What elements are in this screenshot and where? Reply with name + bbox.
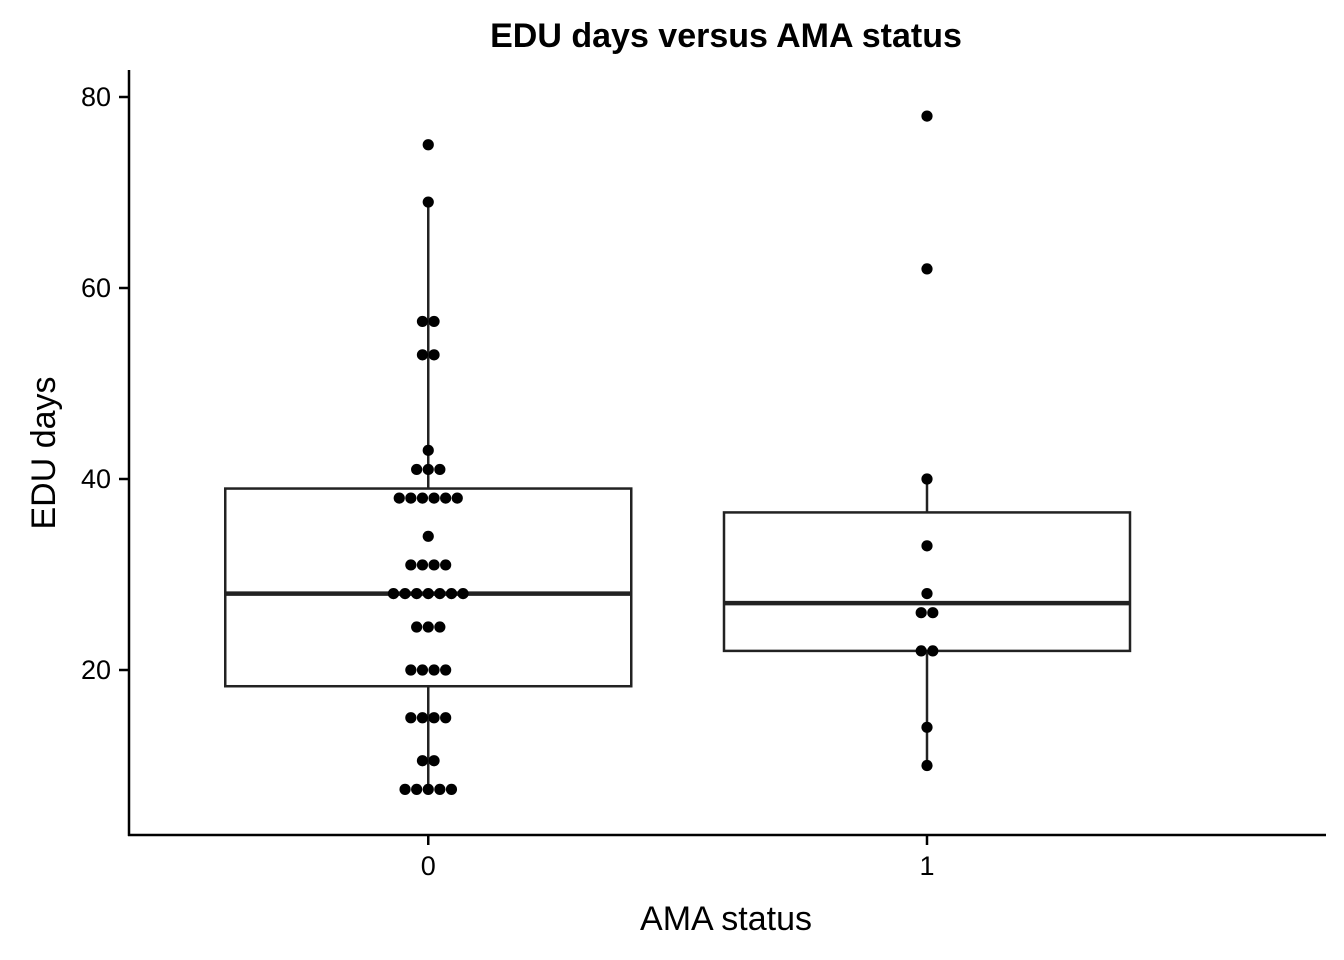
y-tick-label: 80: [81, 82, 111, 112]
data-point: [411, 588, 423, 600]
data-point: [428, 664, 440, 676]
data-point: [428, 755, 440, 767]
data-point: [921, 588, 933, 600]
y-axis-ticks: 20 40 60 80: [81, 82, 129, 685]
data-point: [428, 349, 440, 361]
data-point: [422, 621, 434, 633]
data-point: [428, 559, 440, 571]
data-point: [451, 492, 463, 504]
data-point: [405, 492, 417, 504]
iqr-box: [722, 511, 1132, 653]
data-point: [399, 783, 411, 795]
data-point: [416, 349, 429, 361]
data-point: [440, 559, 452, 571]
data-point: [921, 540, 933, 552]
data-point: [422, 139, 434, 151]
data-point: [422, 444, 434, 456]
plot-area: [224, 110, 1132, 795]
y-axis-label: EDU days: [25, 376, 63, 529]
data-point: [422, 196, 434, 208]
x-axis-label: AMA status: [640, 900, 812, 938]
data-point: [440, 712, 452, 724]
data-point: [416, 559, 429, 571]
data-point: [405, 712, 417, 724]
data-point: [416, 712, 429, 724]
data-point: [416, 755, 429, 767]
data-point: [927, 645, 939, 657]
data-point: [921, 721, 933, 733]
data-point: [393, 492, 405, 504]
data-point: [921, 263, 933, 275]
data-point: [434, 463, 446, 476]
y-tick-label: 40: [81, 464, 111, 494]
data-point: [428, 712, 440, 724]
boxplot-0: [224, 202, 633, 790]
data-point: [428, 492, 440, 504]
data-point: [399, 588, 411, 600]
data-point: [921, 110, 933, 122]
data-point: [921, 473, 933, 485]
data-point: [440, 492, 452, 504]
data-point: [405, 664, 417, 676]
data-point: [440, 664, 452, 676]
data-point: [422, 783, 434, 795]
data-point: [915, 607, 927, 619]
data-point: [445, 588, 458, 600]
x-tick-label: 1: [919, 851, 934, 881]
data-point: [445, 783, 458, 795]
data-point: [411, 783, 423, 795]
data-point: [434, 621, 446, 633]
data-point: [428, 315, 440, 328]
data-point: [416, 492, 429, 504]
data-point: [416, 315, 429, 328]
data-point: [422, 463, 434, 476]
y-tick-label: 60: [81, 273, 111, 303]
x-tick-label: 0: [421, 851, 436, 881]
data-point: [921, 759, 933, 772]
data-point: [387, 588, 400, 600]
data-point: [434, 783, 446, 795]
chart-title: EDU days versus AMA status: [490, 17, 962, 55]
data-point: [422, 588, 434, 600]
data-point: [411, 463, 423, 476]
data-point: [416, 664, 429, 676]
points-0: [387, 139, 469, 795]
boxplot-1: [722, 479, 1132, 766]
data-point: [434, 588, 446, 600]
points-1: [915, 110, 939, 772]
data-point: [411, 621, 423, 633]
iqr-box: [224, 487, 633, 688]
data-point: [405, 559, 417, 571]
data-point: [915, 645, 927, 657]
data-point: [422, 530, 434, 542]
data-point: [457, 588, 469, 600]
data-point: [927, 607, 939, 619]
y-tick-label: 20: [81, 655, 111, 685]
